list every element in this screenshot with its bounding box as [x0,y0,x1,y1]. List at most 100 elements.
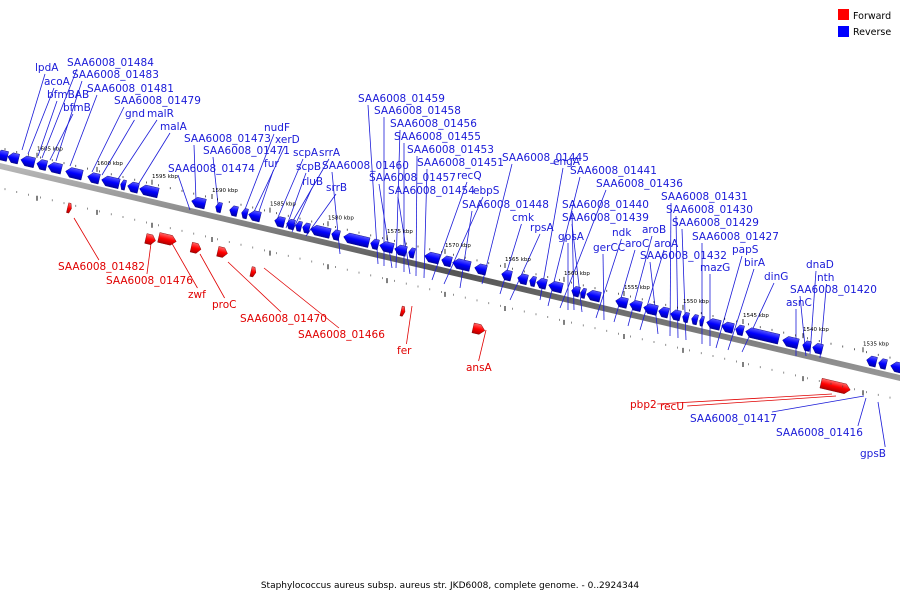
reverse-gene-label-asnc: asnC [786,297,812,309]
reverse-gene-arrow [302,222,311,234]
reverse-gene-label-saa6008-01458: SAA6008_01458 [374,105,461,117]
forward-gene-label-recu: recU [660,401,684,413]
reverse-gene-arrow [699,315,705,327]
reverse-gene-arrow [866,355,878,368]
reverse-gene-label-saa6008-01440: SAA6008_01440 [562,199,649,211]
reverse-gene-arrow [120,179,127,191]
reverse-gene-arrow [536,278,548,290]
forward-gene-label-proc: proC [212,299,237,311]
reverse-gene-arrow [658,306,670,319]
reverse-gene-arrow [394,244,408,257]
reverse-gene-label-saa6008-01454: SAA6008_01454 [388,185,475,197]
reverse-gene-arrow [452,258,472,272]
reverse-gene-arrow [343,232,371,248]
reverse-gene-label-mazg: mazG [700,262,730,274]
reverse-gene-arrow [229,205,239,217]
reverse-gene-arrow [139,184,160,199]
scale-tick-label: 1555 kbp [624,285,650,291]
reverse-gene-arrow [0,149,9,162]
forward-gene-label-ansa: ansA [466,362,493,374]
scale-tick-label: 1565 kbp [505,257,531,263]
reverse-gene-label-ndk: ndk [612,227,632,239]
reverse-gene-label-saa6008-01471: SAA6008_01471 [203,145,290,157]
reverse-gene-label-saa6008-01479: SAA6008_01479 [114,95,201,107]
reverse-gene-arrow [735,324,745,337]
reverse-gene-label-cmk: cmk [512,212,535,224]
reverse-gene-label-saa6008-01451: SAA6008_01451 [417,157,504,169]
reverse-gene-arrow [20,155,36,169]
reverse-gene-arrow [517,273,529,286]
reverse-gene-label-saa6008-01459: SAA6008_01459 [358,93,445,105]
forward-gene-arrow [189,241,202,254]
reverse-gene-arrow [215,202,223,214]
reverse-gene-arrow [7,152,20,165]
reverse-gene-label-gpsa: gpsA [558,231,585,243]
reverse-gene-arrow [812,343,824,355]
reverse-gene-arrow [101,175,121,189]
reverse-gene-label-aroa: aroA [654,238,679,250]
reverse-gene-arrow [274,216,286,228]
reverse-gene-label-gercc: gerCC [593,242,625,254]
reverse-gene-arrow [248,210,262,223]
legend: Forward Reverse [838,9,891,38]
reverse-gene-arrow [670,309,682,322]
reverse-gene-label-nudf: nudF [264,122,290,134]
reverse-gene-label-saa6008-01420: SAA6008_01420 [790,284,877,296]
reverse-gene-label-saa6008-01481: SAA6008_01481 [87,83,174,95]
reverse-gene-arrow [241,208,249,220]
reverse-gene-label-malr: malR [147,108,174,120]
reverse-gene-arrow [629,300,643,312]
reverse-gene-label-lpda: lpdA [35,62,59,74]
forward-gene-arrow [249,266,257,278]
reverse-gene-arrow [295,220,303,232]
gene-labels: lpdAacoAbfmBABbfmBSAA6008_01484SAA6008_0… [35,57,886,460]
forward-gene-arrow [66,202,72,214]
reverse-gene-label-mala: malA [160,121,188,133]
reverse-gene-label-nth: nth [817,272,834,284]
reverse-gene-label-saa6008-01431: SAA6008_01431 [661,191,748,203]
reverse-gene-label-saa6008-01457: SAA6008_01457 [369,172,456,184]
scale-tick-label: 1590 kbp [212,188,238,194]
forward-gene-arrow [144,233,156,245]
forward-gene-arrow [216,246,228,258]
reverse-gene-arrow [441,255,453,268]
reverse-gene-label-gnd: gnd [125,108,145,120]
forward-gene-label-zwf: zwf [188,289,206,301]
reverse-gene-label-saa6008-01416: SAA6008_01416 [776,427,863,439]
reverse-gene-label-acoa: acoA [44,76,71,88]
reverse-gene-arrow [370,238,380,251]
gene-arrows [0,149,900,394]
reverse-gene-label-saa6008-01456: SAA6008_01456 [390,118,477,130]
reverse-gene-label-aroc: aroC [625,238,649,250]
legend-reverse-label: Reverse [853,27,891,38]
reverse-gene-label-ding: dinG [764,271,788,283]
scale-tick-label: 1540 kbp [803,327,829,333]
reverse-gene-label-srrb: srrB [326,182,347,194]
reverse-gene-arrow [890,361,900,374]
reverse-gene-label-rlub: rluB [302,176,323,188]
reverse-gene-label-saa6008-01453: SAA6008_01453 [407,144,494,156]
reverse-gene-label-saa6008-01455: SAA6008_01455 [394,131,481,143]
reverse-gene-label-bfmbab: bfmBAB [47,89,89,101]
reverse-gene-label-ebps: ebpS [473,185,500,197]
reverse-gene-label-scpb: scpB [296,161,321,173]
reverse-gene-label-saa6008-01436: SAA6008_01436 [596,178,683,190]
reverse-gene-arrow [191,197,207,210]
reverse-gene-label-enga: engA [553,156,581,168]
forward-gene-arrow [471,322,486,335]
reverse-gene-label-srra: srrA [319,147,341,159]
forward-gene-arrow [157,232,177,246]
forward-gene-arrow [399,305,406,317]
scale-tick-label: 1545 kbp [743,313,769,319]
genome-axis [0,163,900,381]
reverse-gene-label-saa6008-01441: SAA6008_01441 [570,165,657,177]
figure-caption: Staphylococcus aureus subsp. aureus str.… [261,581,640,591]
reverse-gene-arrow [615,296,629,309]
reverse-gene-label-saa6008-01460: SAA6008_01460 [322,160,409,172]
reverse-gene-arrow [474,263,488,276]
reverse-gene-arrow [802,340,812,352]
reverse-gene-label-saa6008-01445: SAA6008_01445 [502,152,589,164]
scale-ticks: 1605 kbp 1600 kbp 1595 kbp 1590 kbp 1585 kbp… [4,147,891,399]
reverse-gene-label-paps: papS [732,244,759,256]
legend-reverse-swatch [838,26,849,37]
